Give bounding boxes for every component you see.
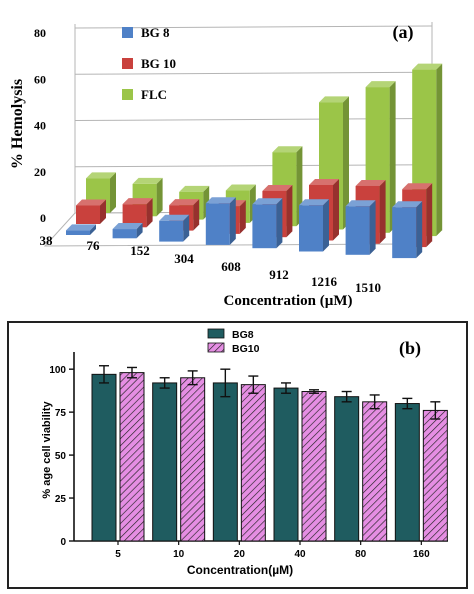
bar-bg10-76 <box>122 198 153 228</box>
legend-label-bg10-b: BG10 <box>232 343 260 355</box>
x-tick-label: 160 <box>413 549 430 560</box>
x-tick-label: 40 <box>294 549 306 560</box>
x-tick-label: 5 <box>115 549 121 560</box>
bar-bg10-160 <box>422 401 448 542</box>
bar-bg8-1216 <box>345 200 376 255</box>
bar-bg8-80 <box>334 390 360 542</box>
y-tick-label: 0 <box>60 537 66 548</box>
panel-b-frame <box>7 321 468 589</box>
legend-label-bg8-b: BG8 <box>232 329 254 341</box>
x-tick-label: 1510 <box>355 280 381 295</box>
y-tick-label: 50 <box>55 451 67 462</box>
y-tick-label: 20 <box>34 165 46 179</box>
panel-b-label: (b) <box>399 338 421 359</box>
panel-a-legend: BG 8 BG 10 FLC <box>122 25 176 102</box>
bar-bg10-5 <box>119 366 145 542</box>
y-tick-label: 25 <box>55 494 67 505</box>
panel-a-y-axis-label: % Hemolysis <box>9 79 26 169</box>
x-tick-label: 76 <box>87 238 101 253</box>
bar-bg8-20 <box>212 368 238 542</box>
bar-bg10-40 <box>301 389 327 542</box>
panel-b-y-axis-label: % age cell viability <box>41 401 53 499</box>
panel-a-x-axis-label: Concentration (µM) <box>223 293 352 309</box>
panel-b-bar-chart: 0 25 50 75 100 5 10 20 40 80 160 % age cell viabi… <box>7 321 468 589</box>
panel-a-3d-bar-chart: 0 20 40 60 80 38 76 152 304 608 912 1216 1510 % Hem… <box>9 22 443 309</box>
y-tick-label: 100 <box>49 365 66 376</box>
x-tick-label: 304 <box>174 251 194 266</box>
bar-bg8-304 <box>205 197 236 245</box>
x-tick-label: 1216 <box>311 274 338 289</box>
x-tick-label: 38 <box>40 233 54 248</box>
panel-a-bars <box>66 63 443 259</box>
bar-bg10-20 <box>240 375 266 542</box>
y-tick-label: 40 <box>34 119 46 133</box>
legend-swatch-bg10 <box>122 58 133 69</box>
legend-label-flc: FLC <box>141 87 167 102</box>
panel-b-y-ticks: 0 25 50 75 100 <box>49 365 74 548</box>
x-tick-label: 20 <box>234 549 246 560</box>
bar-bg8-152 <box>159 214 190 242</box>
bar-bg10-80 <box>362 394 388 542</box>
bar-bg8-912 <box>299 199 329 252</box>
x-tick-label: 152 <box>130 243 150 258</box>
x-tick-label: 80 <box>355 549 367 560</box>
legend-swatch-bg8-b <box>207 328 225 339</box>
bar-bg8-608 <box>252 198 283 249</box>
panel-b-x-ticks: 5 10 20 40 80 160 <box>115 541 430 560</box>
panel-b-x-axis-label: Concentration(µM) <box>187 563 293 577</box>
y-tick-label: 75 <box>55 408 67 419</box>
legend-label-bg8: BG 8 <box>141 25 170 40</box>
bar-bg8-5 <box>91 365 117 542</box>
panel-a-y-ticks: 0 20 40 60 80 <box>34 26 46 225</box>
x-tick-label: 912 <box>269 267 289 282</box>
bar-bg8-38 <box>66 224 96 235</box>
grid-line <box>74 71 433 75</box>
bar-bg8-10 <box>152 377 178 542</box>
legend-swatch-flc <box>122 89 133 100</box>
y-tick-label: 60 <box>34 72 46 86</box>
y-tick-label: 80 <box>34 26 46 40</box>
bar-bg8-76 <box>112 223 143 239</box>
legend-swatch-bg10-b <box>207 342 225 353</box>
panel-b-bars <box>91 365 448 542</box>
bar-bg8-1510 <box>392 201 423 259</box>
bar-bg8-40 <box>273 382 299 542</box>
panel-a-x-ticks: 38 76 152 304 608 912 1216 1510 <box>40 233 382 295</box>
bar-bg8-160 <box>394 397 420 542</box>
legend-label-bg10: BG 10 <box>141 56 176 71</box>
panel-b-legend: BG8 BG10 <box>207 328 260 355</box>
y-tick-label: 0 <box>40 211 46 225</box>
bar-bg10-38 <box>76 199 106 224</box>
panel-a-label: (a) <box>393 22 414 43</box>
x-tick-label: 608 <box>221 259 241 274</box>
grid-line <box>74 25 433 29</box>
x-tick-label: 10 <box>173 549 185 560</box>
bar-bg10-10 <box>180 370 206 542</box>
legend-swatch-bg8 <box>122 27 133 38</box>
